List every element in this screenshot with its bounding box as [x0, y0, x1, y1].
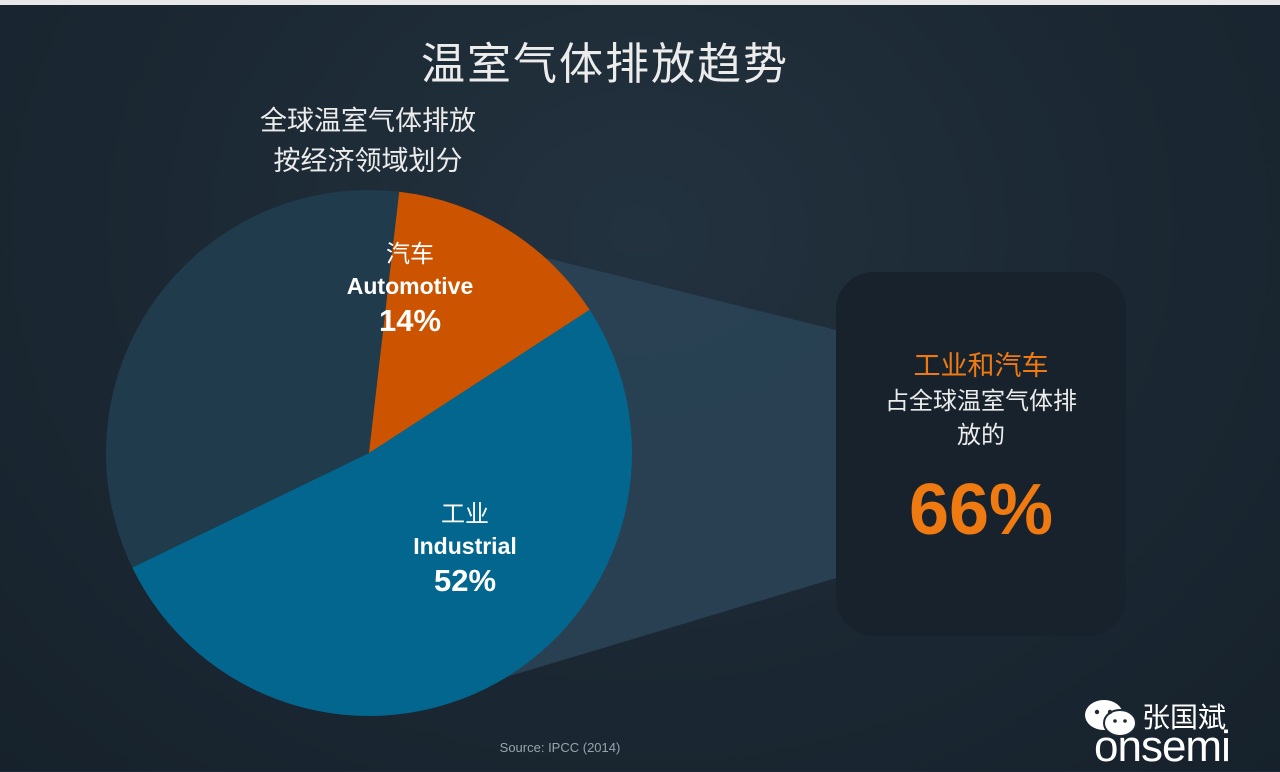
top-bar — [0, 0, 1280, 5]
watermark: 张国斌 onsemi — [1080, 694, 1270, 771]
automotive-slice-label: 汽车 Automotive 14% — [320, 238, 500, 340]
automotive-slice — [369, 191, 590, 453]
automotive-label-en: Automotive — [346, 273, 474, 299]
callout-box: 工业和汽车 占全球温室气体排 放的 66% — [836, 272, 1126, 636]
industrial-label-en: Industrial — [413, 533, 517, 559]
onsemi-logo: onsemi — [1094, 722, 1231, 771]
industrial-slice — [132, 309, 633, 717]
subtitle-line-1: 全球温室气体排放 — [260, 106, 476, 137]
wechat-icon — [1085, 700, 1137, 737]
automotive-value-label: 14% — [378, 303, 442, 338]
industrial-value-label: 52% — [433, 563, 497, 598]
callout-text-line-1: 占全球温室气体排 — [885, 387, 1077, 415]
watermark-name: 张国斌 — [1142, 701, 1227, 734]
slide-title: 温室气体排放趋势 — [421, 39, 789, 90]
callout-value: 66% — [908, 470, 1054, 550]
other-slice — [105, 189, 400, 568]
subtitle-line-2: 按经济领域划分 — [273, 146, 463, 177]
callout-text-line-2: 放的 — [957, 421, 1005, 449]
automotive-label-cn: 汽车 — [386, 240, 434, 268]
callout-highlight: 工业和汽车 — [913, 351, 1049, 382]
industrial-label-cn: 工业 — [441, 500, 489, 528]
pie-slices — [105, 189, 633, 717]
source-note: Source: IPCC (2014) — [499, 740, 621, 755]
industrial-slice-label: 工业 Industrial 52% — [375, 498, 555, 600]
chart-subtitle: 全球温室气体排放 按经济领域划分 — [200, 102, 536, 182]
